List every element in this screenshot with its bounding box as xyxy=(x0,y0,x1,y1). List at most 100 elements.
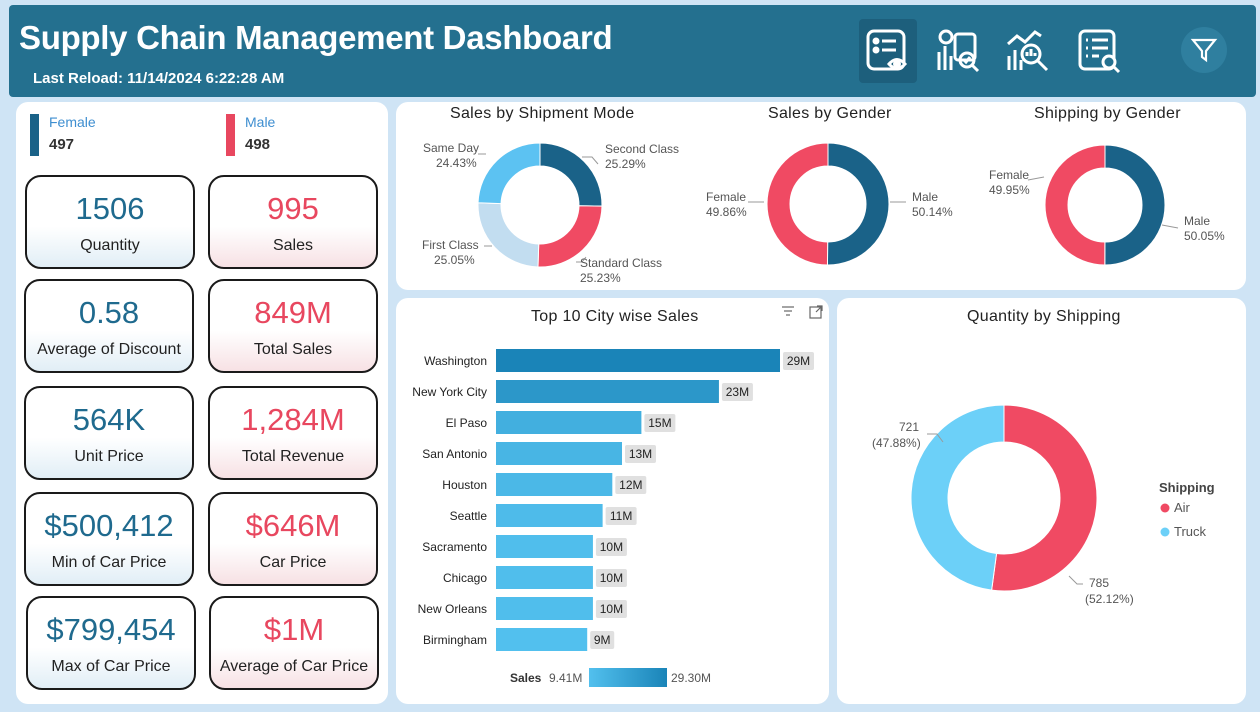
data-label: First Class xyxy=(422,238,479,252)
legend-title: Shipping xyxy=(1159,480,1215,495)
shipping-gender-labels: Male 50.05% Female 49.95% xyxy=(989,168,1225,243)
data-label: 50.14% xyxy=(912,205,953,219)
page-title: Supply Chain Management Dashboard xyxy=(19,19,613,56)
filter-icon[interactable] xyxy=(1181,27,1227,73)
kpi-value: $646M xyxy=(245,508,341,543)
bar-category-label: El Paso xyxy=(446,416,488,430)
kpi-label: Max of Car Price xyxy=(51,658,171,675)
data-label-bg xyxy=(644,414,676,432)
chart-title: Sales by Shipment Mode xyxy=(450,105,635,122)
kpi-average-discount: 0.58 Average of Discount xyxy=(24,279,194,373)
donut-slice-male[interactable] xyxy=(1104,144,1166,266)
data-label-bg xyxy=(721,383,753,401)
male-value: 498 xyxy=(245,136,271,153)
bar-value-label: 13M xyxy=(629,447,652,461)
data-label: 49.86% xyxy=(706,205,747,219)
bar-value-label: 10M xyxy=(600,571,623,585)
kpi-total-sales: 849M Total Sales xyxy=(208,279,378,373)
donut-slice-female[interactable] xyxy=(1044,144,1106,266)
kpi-value: $799,454 xyxy=(46,612,176,647)
quantity-shipping-donut[interactable] xyxy=(910,404,1098,592)
quantity-shipping-svg: 721 (47.88%) 785 (52.12%) Shipping Air T… xyxy=(872,404,1215,606)
data-label: Second Class xyxy=(605,142,679,156)
shipping-legend: Shipping Air Truck xyxy=(1159,480,1215,539)
color-scale-bar xyxy=(589,668,667,687)
donut-charts-svg: Second Class 25.29% Standard Class 25.23… xyxy=(422,141,1225,285)
kpi-car-price: $646M Car Price xyxy=(208,492,378,586)
color-scale-max: 29.30M xyxy=(671,671,711,685)
legend-item-truck: Truck xyxy=(1174,524,1207,539)
bar-birmingham[interactable] xyxy=(496,628,588,651)
bar-value-label: 9M xyxy=(594,633,611,647)
bar-san-antonio[interactable] xyxy=(496,442,623,465)
sales-gender-labels: Male 50.14% Female 49.86% xyxy=(706,190,953,219)
data-label: Standard Class xyxy=(580,256,662,270)
donut-slice-male[interactable] xyxy=(826,142,890,266)
shipping-gender-donut[interactable] xyxy=(1044,144,1166,266)
data-label: Same Day xyxy=(423,141,479,155)
bar-value-label: 29M xyxy=(787,354,810,368)
bar-seattle[interactable] xyxy=(496,504,603,527)
kpi-value: 849M xyxy=(254,295,332,330)
legend-item-air: Air xyxy=(1174,500,1191,515)
bar-chicago[interactable] xyxy=(496,566,593,589)
data-label: Female xyxy=(706,190,746,204)
donut-slice-truck[interactable] xyxy=(910,404,1005,591)
color-scale-min: 9.41M xyxy=(549,671,582,685)
bar-category-label: Sacramento xyxy=(422,540,487,554)
donut-slice-same-day[interactable] xyxy=(477,142,541,205)
kpi-average-car-price: $1M Average of Car Price xyxy=(209,596,379,690)
filter-lines-icon[interactable] xyxy=(780,304,796,318)
document-search-icon[interactable] xyxy=(1071,19,1129,83)
legend-swatch-air xyxy=(1160,503,1170,513)
kpi-label: Unit Price xyxy=(74,448,144,465)
bar-new-orleans[interactable] xyxy=(496,597,593,620)
chart-title: Sales by Gender xyxy=(768,105,892,122)
data-label: 50.05% xyxy=(1184,229,1225,243)
kpi-total-revenue: 1,284M Total Revenue xyxy=(208,386,378,480)
bar-washington[interactable] xyxy=(496,349,780,372)
donut-slice-air[interactable] xyxy=(991,404,1098,592)
kpi-unit-price: 564K Unit Price xyxy=(24,386,194,480)
bar-category-label: Birmingham xyxy=(423,633,487,647)
data-label: Female xyxy=(989,168,1029,182)
bar-value-label: 12M xyxy=(619,478,642,492)
city-sales-panel: Top 10 City wise Sales Washington 29M New … xyxy=(396,298,829,704)
kpi-value: $1M xyxy=(263,612,325,647)
bar-category-label: New Orleans xyxy=(418,602,487,616)
kpi-label: Average of Car Price xyxy=(219,658,369,675)
bar-value-label: 15M xyxy=(648,416,671,430)
bar-sacramento[interactable] xyxy=(496,535,593,558)
kpi-value: 1506 xyxy=(75,191,145,226)
legend-swatch-truck xyxy=(1160,527,1170,537)
quantity-shipping-panel: Quantity by Shipping 721 (47.88%) 785 (5… xyxy=(837,298,1246,704)
sales-gender-donut[interactable] xyxy=(766,142,890,266)
kpi-value: $500,412 xyxy=(44,508,174,543)
data-label: 25.23% xyxy=(580,271,621,285)
bar-value-label: 10M xyxy=(600,602,623,616)
bar-value-label: 23M xyxy=(726,385,749,399)
report-check-icon[interactable] xyxy=(929,19,987,83)
analysis-search-icon[interactable] xyxy=(999,19,1057,83)
donut-slice-second-class[interactable] xyxy=(539,142,603,207)
data-label-bg xyxy=(595,538,627,556)
kpi-label: Total Revenue xyxy=(241,448,345,465)
data-label: 25.29% xyxy=(605,157,646,171)
bar-category-label: San Antonio xyxy=(422,447,487,461)
bar-el-paso[interactable] xyxy=(496,411,642,434)
data-label-bg xyxy=(590,631,615,649)
header: Supply Chain Management Dashboard Last R… xyxy=(9,5,1256,97)
bar-new-york-city[interactable] xyxy=(496,380,719,403)
data-label-bg xyxy=(595,569,627,587)
data-label: (52.12%) xyxy=(1085,592,1134,606)
overview-icon[interactable] xyxy=(859,19,917,83)
donut-slice-female[interactable] xyxy=(766,142,829,266)
bar-houston[interactable] xyxy=(496,473,613,496)
data-label: Male xyxy=(912,190,938,204)
chart-title: Quantity by Shipping xyxy=(967,308,1121,325)
focus-mode-icon[interactable] xyxy=(808,304,824,320)
donut-slice-first-class[interactable] xyxy=(477,202,540,268)
bar-category-label: Seattle xyxy=(450,509,488,523)
bar-value-label: 11M xyxy=(610,509,632,523)
shipment-mode-donut[interactable] xyxy=(477,142,603,268)
